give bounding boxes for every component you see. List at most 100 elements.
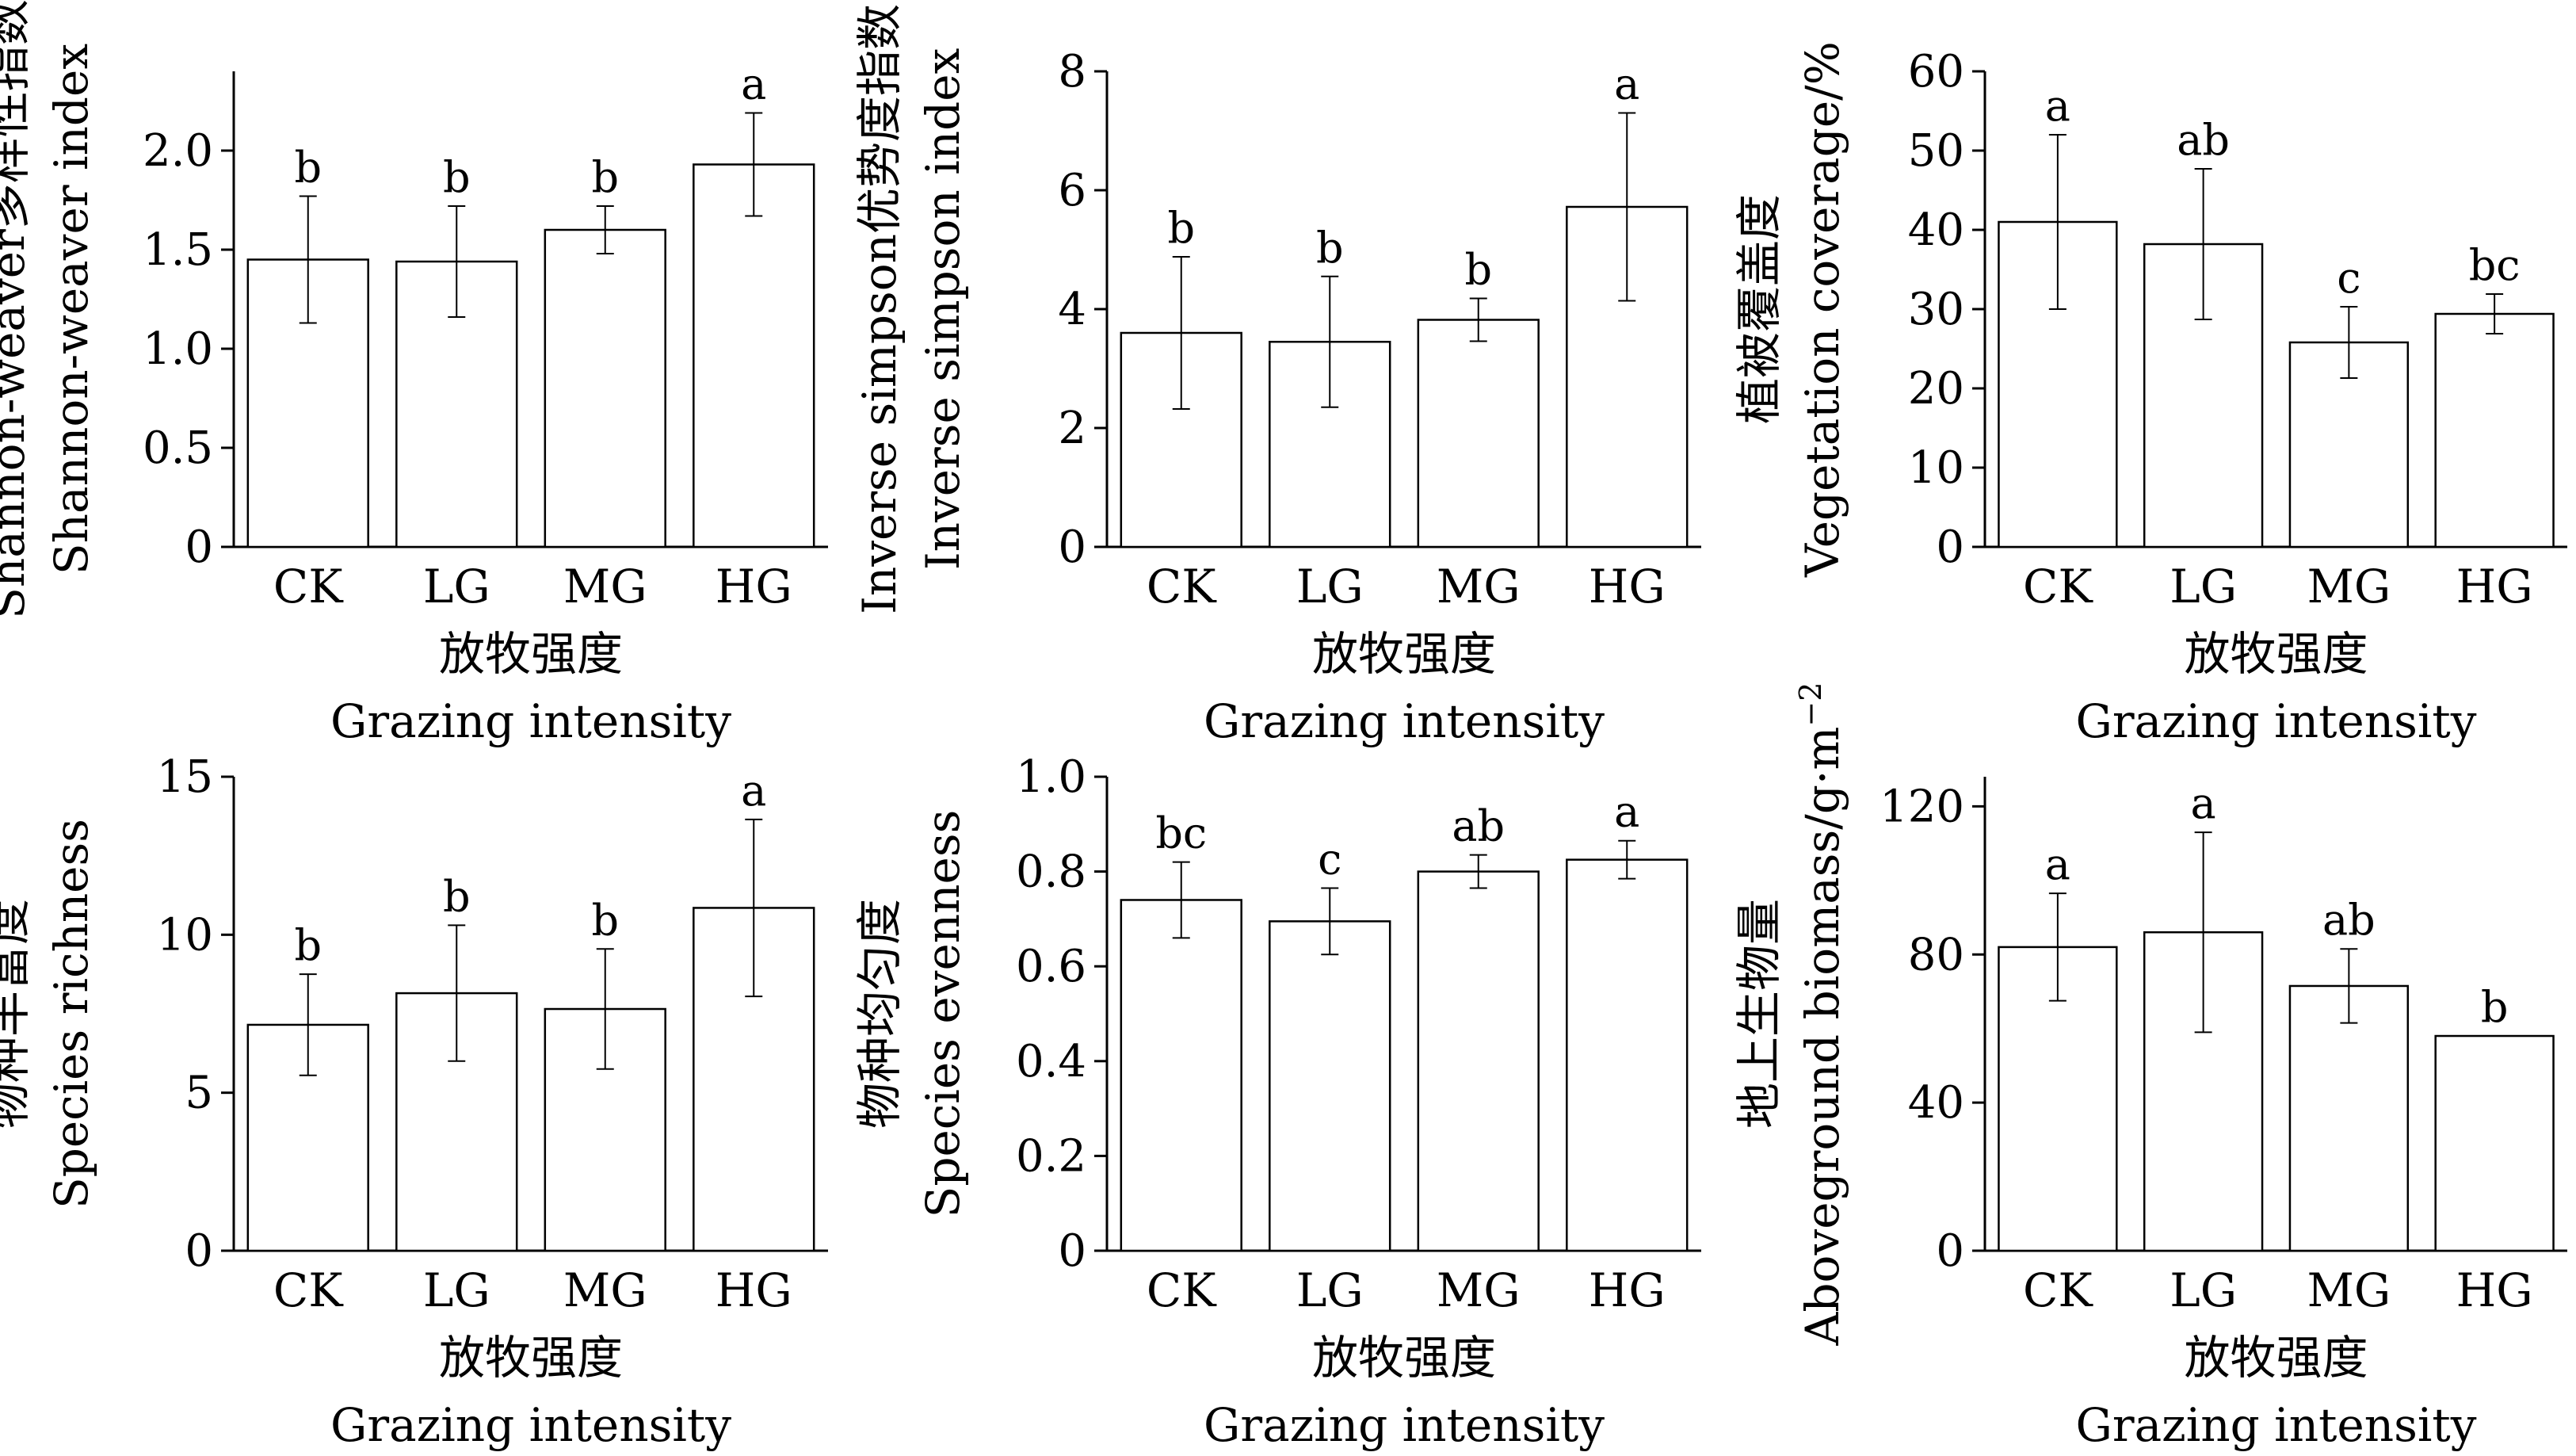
y-axis-title-zh: 物种丰富度 [0, 899, 35, 1129]
bar [2434, 312, 2555, 548]
significance-label: c [1318, 835, 1341, 885]
bar [1417, 870, 1540, 1252]
chart-panel-2: 0 2 4 6 8 b CK b LG b MG a HG 放牧强度 Grazing intensity In… [853, 4, 1701, 748]
y-tick-label: 4 [1058, 284, 1086, 335]
x-tick-label: LG [2170, 1263, 2237, 1317]
x-axis-title-zh: 放牧强度 [1312, 627, 1496, 681]
x-tick-label: CK [2023, 1263, 2093, 1317]
y-tick-label: 2.0 [143, 125, 213, 177]
y-axis-title-zh: 物种均匀度 [853, 899, 906, 1129]
x-axis-title-en: Grazing intensity [330, 694, 731, 748]
significance-label: ab [1452, 801, 1505, 851]
x-tick-label: HG [2456, 1263, 2533, 1317]
y-tick-label: 15 [157, 751, 213, 803]
bar [2434, 1034, 2555, 1252]
y-tick-label: 0 [185, 522, 213, 573]
y-tick-label: 20 [1908, 363, 1964, 415]
x-tick-label: HG [716, 1263, 792, 1317]
y-axis-title-zh: 地上生物量 [1732, 899, 1786, 1129]
y-tick-label: 10 [157, 909, 213, 961]
x-axis-title-en: Grazing intensity [2076, 694, 2477, 748]
x-axis-title-en: Grazing intensity [330, 1398, 731, 1452]
y-axis-title-zh: 植被覆盖度 [1732, 194, 1786, 424]
y-tick-label: 1.0 [143, 323, 213, 375]
significance-label: a [1614, 59, 1639, 109]
y-axis-title-zh: Inverse simpson优势度指数 [853, 4, 906, 614]
significance-label: ab [2177, 115, 2230, 165]
y-axis-title-en-sup: −2 [1793, 682, 1828, 727]
bar [693, 163, 815, 548]
bar [1269, 920, 1391, 1252]
x-axis-title-en: Grazing intensity [1204, 694, 1605, 748]
y-axis-title-en: Species evenness [916, 810, 970, 1218]
significance-label: a [1614, 787, 1639, 837]
bar [2288, 984, 2410, 1252]
y-tick-label: 0 [185, 1225, 213, 1277]
y-tick-label: 0 [1936, 522, 1964, 573]
y-tick-label: 0 [1058, 522, 1086, 573]
x-tick-label: MG [2307, 1263, 2391, 1317]
bar [1120, 331, 1242, 548]
x-axis-title-en: Grazing intensity [2076, 1398, 2477, 1452]
significance-label: b [591, 152, 619, 202]
significance-label: b [1167, 203, 1195, 253]
significance-label: a [2045, 81, 2070, 131]
y-axis-title-en: Vegetation coverage/% [1796, 41, 1849, 578]
significance-label: b [1316, 223, 1344, 273]
significance-label: a [741, 59, 766, 109]
y-tick-label: 80 [1908, 929, 1964, 980]
y-tick-label: 0 [1058, 1225, 1086, 1277]
x-tick-label: CK [273, 1263, 344, 1317]
x-tick-label: CK [1147, 1263, 1217, 1317]
x-tick-label: LG [1296, 560, 1364, 613]
y-tick-label: 40 [1908, 1077, 1964, 1129]
y-tick-label: 0.6 [1016, 941, 1086, 992]
bar [544, 228, 666, 548]
y-tick-label: 120 [1880, 781, 1964, 832]
x-tick-label: HG [1589, 1263, 1666, 1317]
x-tick-label: MG [1437, 1263, 1521, 1317]
significance-label: c [2337, 253, 2360, 303]
significance-label: a [741, 766, 766, 816]
y-tick-label: 0.4 [1016, 1036, 1086, 1087]
y-axis-title-en: Inverse simpson index [916, 48, 970, 571]
bar [1566, 858, 1689, 1252]
x-tick-label: LG [423, 560, 490, 613]
x-axis-title-zh: 放牧强度 [439, 627, 623, 681]
x-tick-label: MG [563, 1263, 647, 1317]
x-tick-label: HG [716, 560, 792, 613]
y-tick-label: 6 [1058, 165, 1086, 216]
significance-label: b [443, 152, 471, 202]
y-axis-title-en: Shannon-weaver index [44, 44, 98, 575]
chart-panel-3: 0 10 20 30 40 50 60 a CK ab LG c MG bc HG 放牧强度 Grazing i… [1732, 41, 2567, 748]
x-tick-label: LG [423, 1263, 490, 1317]
x-tick-label: CK [273, 560, 344, 613]
y-tick-label: 60 [1908, 46, 1964, 97]
significance-label: ab [2322, 895, 2376, 945]
significance-label: bc [2469, 240, 2521, 290]
chart-panel-4: 0 5 10 15 b CK b LG b MG a HG 放牧强度 Grazing intensity 物… [0, 751, 828, 1452]
chart-panel-6: 0 40 80 120 a CK a LG ab MG b HG 放牧强度 Grazing intensi… [1732, 682, 2567, 1452]
y-tick-label: 0.5 [143, 422, 213, 474]
y-axis-title-zh: Shannon-weaver多样性指数 [0, 0, 35, 619]
significance-label: b [591, 895, 619, 945]
y-tick-label: 30 [1908, 284, 1964, 335]
significance-label: b [1464, 245, 1492, 295]
y-tick-label: 0.8 [1016, 846, 1086, 898]
x-axis-title-zh: 放牧强度 [2184, 1331, 2368, 1385]
bar [1120, 899, 1242, 1252]
y-tick-label: 1.0 [1016, 751, 1086, 803]
significance-label: b [2481, 982, 2509, 1032]
y-tick-label: 10 [1908, 442, 1964, 494]
x-tick-label: MG [2307, 560, 2391, 613]
x-axis-title-en: Grazing intensity [1204, 1398, 1605, 1452]
x-axis-title-zh: 放牧强度 [1312, 1331, 1496, 1385]
y-axis-title-en: Aboveground biomass/g·m−2 [1793, 682, 1849, 1347]
y-tick-label: 2 [1058, 403, 1086, 454]
significance-label: a [2045, 839, 2070, 889]
y-tick-label: 0.2 [1016, 1130, 1086, 1182]
bar [1417, 319, 1540, 548]
y-axis-title-en-main: Aboveground biomass/g·m [1796, 727, 1849, 1347]
x-tick-label: HG [2456, 560, 2533, 613]
